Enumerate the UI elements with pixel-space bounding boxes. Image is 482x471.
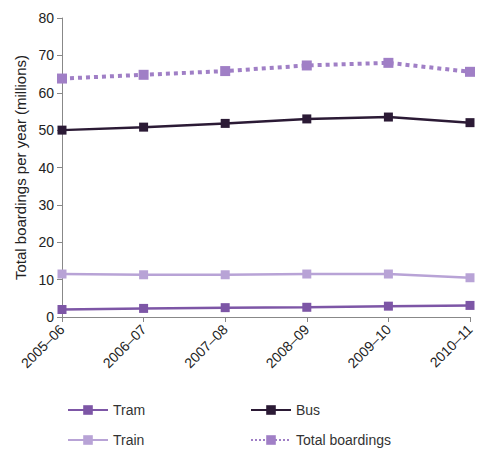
svg-text:Total boardings per year (mill: Total boardings per year (millions)	[12, 55, 29, 280]
svg-text:70: 70	[38, 47, 54, 63]
svg-text:40: 40	[38, 160, 54, 176]
svg-text:Tram: Tram	[113, 402, 145, 418]
svg-text:20: 20	[38, 234, 54, 250]
svg-text:50: 50	[38, 122, 54, 138]
svg-text:Total boardings: Total boardings	[296, 432, 391, 448]
svg-text:2009–10: 2009–10	[344, 321, 394, 371]
svg-text:10: 10	[38, 272, 54, 288]
svg-text:2010–11: 2010–11	[427, 321, 476, 370]
svg-text:0: 0	[46, 309, 54, 325]
svg-text:Train: Train	[113, 432, 144, 448]
svg-text:Bus: Bus	[296, 402, 320, 418]
svg-text:2005–06: 2005–06	[18, 321, 68, 371]
svg-text:30: 30	[38, 197, 54, 213]
svg-text:80: 80	[38, 10, 54, 26]
svg-text:2007–08: 2007–08	[181, 321, 231, 371]
svg-text:60: 60	[38, 85, 54, 101]
svg-text:2006–07: 2006–07	[99, 321, 149, 371]
svg-text:2008–09: 2008–09	[263, 321, 313, 371]
